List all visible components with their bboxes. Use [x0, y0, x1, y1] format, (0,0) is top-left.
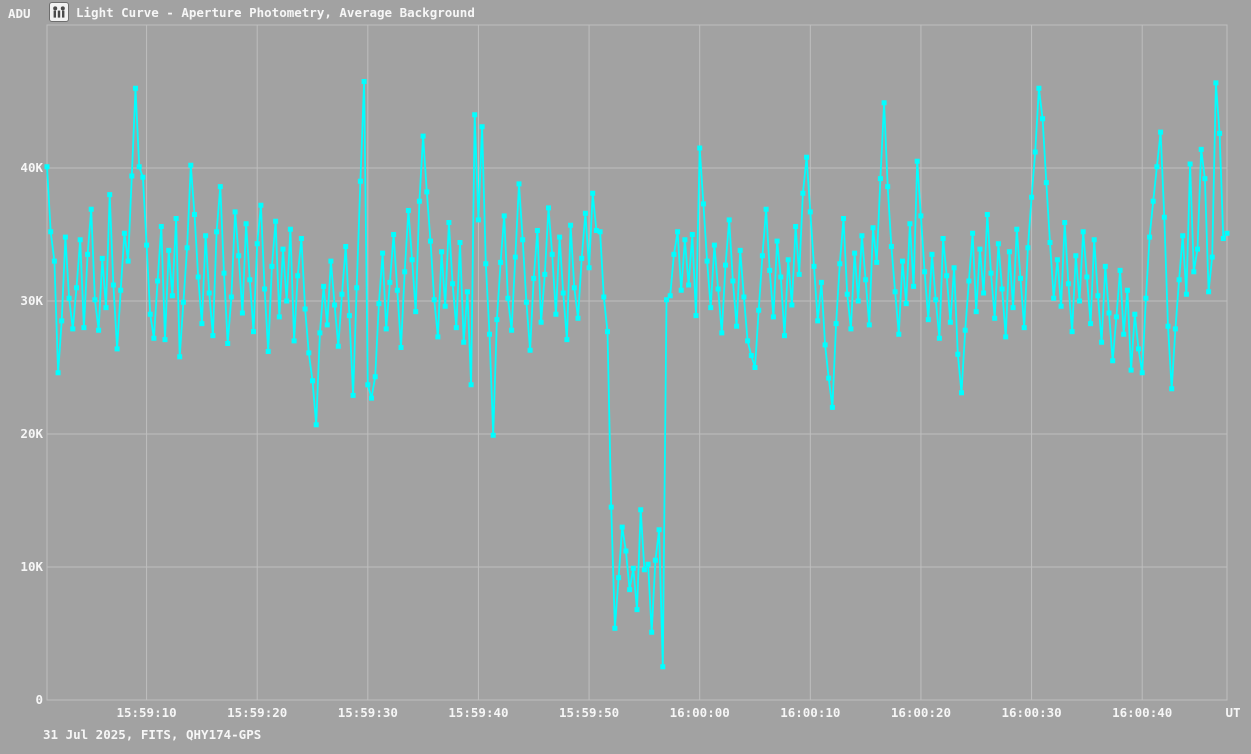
x-tick-label: 15:59:20	[227, 705, 288, 720]
x-tick-label: 15:59:40	[448, 705, 509, 720]
y-tick-label: 10K	[20, 558, 43, 574]
x-tick-label: 16:00:20	[890, 705, 952, 720]
x-axis-unit-label: UT	[1225, 705, 1241, 720]
x-tick-label: 15:59:10	[116, 705, 177, 720]
y-tick-label: 30K	[20, 292, 43, 308]
y-tick-label: 0	[35, 692, 43, 707]
x-tick-label: 16:00:10	[780, 705, 841, 720]
x-tick-label: 15:59:30	[337, 705, 398, 720]
y-tick-label: 20K	[20, 425, 43, 441]
x-tick-label: 16:00:30	[1001, 705, 1062, 720]
x-tick-label: 16:00:00	[669, 705, 730, 720]
app-icon	[49, 2, 69, 22]
x-tick-label: 16:00:40	[1112, 705, 1173, 720]
plot-border	[46, 24, 1228, 701]
y-tick-label: 40K	[20, 159, 43, 175]
footer-info: 31 Jul 2025, FITS, QHY174-GPS	[43, 727, 262, 742]
chart-title: Light Curve - Aperture Photometry, Avera…	[76, 5, 475, 20]
light-curve-line[interactable]	[46, 81, 1228, 667]
x-tick-label: 15:59:50	[558, 705, 620, 720]
y-axis-unit-label: ADU	[8, 6, 31, 21]
